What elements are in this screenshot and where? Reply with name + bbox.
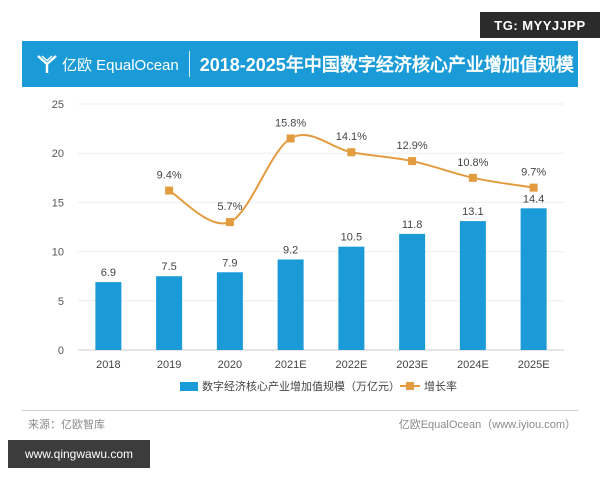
bar-value-label: 7.9 [222, 257, 237, 269]
y-tick-label: 20 [52, 148, 64, 160]
growth-value-label: 15.8% [275, 117, 306, 129]
x-tick-label: 2018 [96, 359, 120, 371]
x-tick-label: 2020 [218, 359, 242, 371]
header-divider [188, 51, 190, 77]
bar-value-label: 11.8 [402, 219, 423, 231]
telegram-badge: TG: MYYJJPP [480, 12, 600, 38]
bar [399, 233, 426, 350]
bar [216, 272, 243, 350]
growth-value-label: 5.7% [217, 201, 242, 213]
growth-value-label: 14.1% [336, 131, 367, 143]
credit-note: 亿欧EqualOcean（www.iyiou.com） [398, 419, 576, 431]
growth-point [165, 186, 174, 195]
growth-point [286, 134, 295, 143]
growth-point [408, 157, 417, 166]
y-tick-label: 0 [58, 345, 64, 357]
bar-value-label: 6.9 [101, 267, 116, 279]
x-tick-label: 2023E [396, 359, 428, 371]
x-tick-label: 2022E [335, 359, 367, 371]
legend-bar-label: 数字经济核心产业增加值规模（万亿元） [202, 379, 400, 393]
growth-point [468, 173, 477, 182]
header-banner: 亿欧 EqualOcean 2018-2025年中国数字经济核心产业增加值规模 [22, 41, 578, 87]
growth-point [529, 183, 538, 192]
bar [277, 259, 304, 350]
bar [520, 208, 547, 350]
legend-line-marker [406, 382, 414, 390]
growth-point [347, 148, 356, 157]
equalocean-logo-icon [37, 55, 57, 73]
site-watermark: www.qingwawu.com [8, 440, 150, 468]
bar-value-label: 7.5 [161, 261, 176, 273]
source-note: 来源：亿欧智库 [28, 419, 105, 431]
x-tick-label: 2024E [457, 359, 489, 371]
x-tick-label: 2021E [275, 359, 307, 371]
legend-bar-swatch [180, 382, 198, 391]
bar [459, 221, 486, 350]
growth-value-label: 10.8% [457, 157, 488, 169]
logo-text: 亿欧 EqualOcean [62, 56, 179, 74]
bar [338, 246, 365, 350]
legend-line-label: 增长率 [424, 379, 457, 393]
logo: 亿欧 EqualOcean [22, 53, 179, 75]
growth-value-label: 9.4% [157, 170, 182, 182]
growth-value-label: 12.9% [397, 140, 428, 152]
bar-value-label: 10.5 [341, 232, 362, 244]
bar [156, 276, 183, 350]
y-tick-label: 15 [52, 197, 64, 209]
bar-value-label: 14.4 [523, 193, 544, 205]
y-tick-label: 25 [52, 99, 64, 111]
y-tick-label: 10 [52, 247, 64, 259]
growth-point [225, 218, 234, 227]
chart: 0 5 10 15 20 25 6.9 7.5 7.9 9.2 10.5 11.8 13.1 14.4 20… [52, 99, 564, 393]
page-title: 2018-2025年中国数字经济核心产业增加值规模 [199, 55, 574, 75]
x-tick-label: 2019 [157, 359, 181, 371]
bar-value-label: 9.2 [283, 244, 298, 256]
growth-value-label: 9.7% [521, 167, 546, 179]
y-tick-label: 5 [58, 296, 64, 308]
x-tick-label: 2025E [518, 359, 550, 371]
bar [95, 282, 122, 350]
footer-divider [22, 410, 578, 411]
bar-value-label: 13.1 [462, 206, 483, 218]
